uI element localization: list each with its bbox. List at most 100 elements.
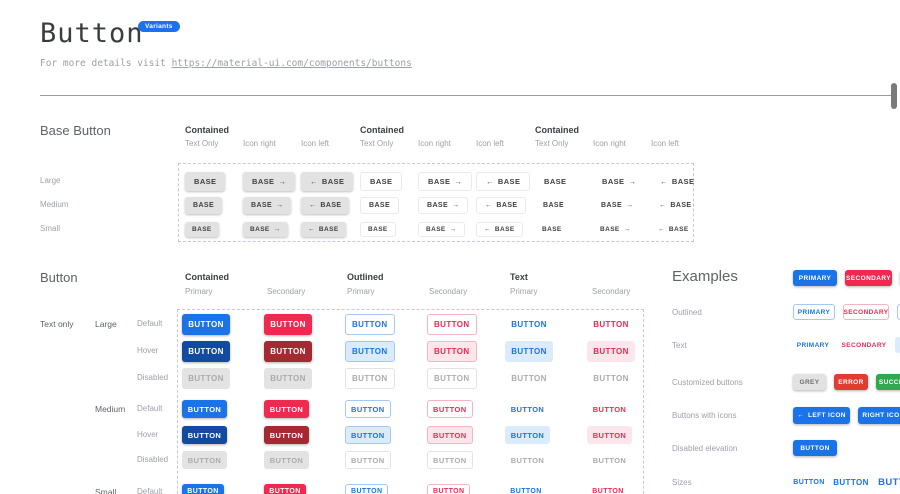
contained-primary-default-button[interactable]: BUTTON xyxy=(182,484,224,494)
base-outlined-button[interactable]: BASE → xyxy=(418,222,465,237)
contained-primary-hover-button[interactable]: BUTTON xyxy=(182,341,230,362)
outlined-primary-disabled-button[interactable]: BUTTON xyxy=(345,451,391,469)
contained-secondary-default-button[interactable]: BUTTON xyxy=(264,400,309,418)
button-label: BUTTON xyxy=(352,347,388,356)
contained-primary-hover-button[interactable]: BUTTON xyxy=(182,426,227,444)
contained-secondary-hover-button[interactable]: BUTTON xyxy=(264,426,309,444)
example-button-button[interactable]: BUTTON xyxy=(793,475,825,489)
outlined-secondary-hover-button[interactable]: BUTTON xyxy=(427,341,477,362)
base-contained-button[interactable]: ← BASE xyxy=(301,197,350,214)
button-label: BUTTON xyxy=(187,404,222,414)
example-success-button[interactable]: SUCCESS xyxy=(876,374,900,390)
contained-secondary-disabled-button[interactable]: BUTTON xyxy=(264,451,309,469)
text-secondary-hover-button[interactable]: BUTTON xyxy=(587,426,632,444)
example-primary-button[interactable]: PRIMARY xyxy=(793,270,837,286)
base-outlined-button[interactable]: ← BASE xyxy=(476,197,527,214)
column-sublabel: Icon left xyxy=(651,139,680,148)
button-label: BUTTON xyxy=(511,347,547,356)
contained-secondary-default-button[interactable]: BUTTON xyxy=(264,314,312,335)
example-button-button[interactable]: BUTTON xyxy=(793,440,837,456)
text-primary-default-button[interactable]: BUTTON xyxy=(505,314,553,335)
example-grey-button[interactable]: GREY xyxy=(793,374,826,390)
row-label-state: Disabled xyxy=(137,373,169,382)
outlined-primary-disabled-button[interactable]: BUTTON xyxy=(345,368,395,389)
outlined-secondary-default-button[interactable]: BUTTON xyxy=(427,314,477,335)
base-contained-button[interactable]: ← BASE xyxy=(301,172,354,191)
text-primary-disabled-button[interactable]: BUTTON xyxy=(505,368,553,389)
divider xyxy=(40,95,897,96)
base-contained-button[interactable]: BASE → xyxy=(243,197,292,214)
scrollbar-thumb[interactable] xyxy=(891,83,897,109)
example-clipped-button[interactable] xyxy=(897,304,900,320)
base-outlined-button[interactable]: ← BASE xyxy=(476,172,531,191)
example-primary-button[interactable]: PRIMARY xyxy=(895,337,900,353)
text-primary-default-button[interactable]: BUTTON xyxy=(505,400,550,418)
text-secondary-default-button[interactable]: BUTTON xyxy=(587,484,629,494)
text-secondary-default-button[interactable]: BUTTON xyxy=(587,314,635,335)
docs-link[interactable]: https://material-ui.com/components/butto… xyxy=(171,58,412,69)
button-label: BUTTON xyxy=(270,320,306,329)
outlined-primary-default-button[interactable]: BUTTON xyxy=(345,400,391,418)
column-sublabel: Text Only xyxy=(360,139,394,148)
base-text-button[interactable]: BASE xyxy=(535,197,572,214)
base-contained-button[interactable]: BASE xyxy=(185,197,223,214)
outlined-primary-default-button[interactable]: BUTTON xyxy=(345,484,389,494)
text-secondary-hover-button[interactable]: BUTTON xyxy=(587,341,635,362)
contained-secondary-hover-button[interactable]: BUTTON xyxy=(264,341,312,362)
example-secondary-button[interactable]: SECONDARY xyxy=(845,270,892,286)
outlined-secondary-hover-button[interactable]: BUTTON xyxy=(427,426,473,444)
column-sublabel: Text Only xyxy=(185,139,219,148)
example-secondary-button[interactable]: SECONDARY xyxy=(841,337,887,353)
base-text-button[interactable]: BASE → xyxy=(593,172,645,191)
examples-row: Disabled elevation BUTTON xyxy=(672,437,900,459)
example-button-button[interactable]: BUTTON xyxy=(877,472,900,492)
base-text-button[interactable]: ← BASE xyxy=(651,197,699,214)
outlined-primary-hover-button[interactable]: BUTTON xyxy=(345,341,395,362)
contained-primary-default-button[interactable]: BUTTON xyxy=(182,314,230,335)
text-secondary-default-button[interactable]: BUTTON xyxy=(587,400,632,418)
base-text-button[interactable]: BASE → xyxy=(593,197,641,214)
base-contained-button[interactable]: ← BASE xyxy=(301,222,346,237)
base-text-button[interactable]: BASE → xyxy=(593,222,638,237)
button-label: BUTTON xyxy=(433,430,467,440)
base-outlined-button[interactable]: BASE xyxy=(360,172,403,191)
outlined-primary-hover-button[interactable]: BUTTON xyxy=(345,426,391,444)
base-outlined-button[interactable]: BASE → xyxy=(418,197,469,214)
example-error-button[interactable]: ERROR xyxy=(834,374,868,390)
outlined-secondary-disabled-button[interactable]: BUTTON xyxy=(427,368,477,389)
text-primary-default-button[interactable]: BUTTON xyxy=(505,484,547,494)
base-text-button[interactable]: ← BASE xyxy=(651,172,703,191)
button-label: BUTTON xyxy=(793,478,825,486)
text-primary-hover-button[interactable]: BUTTON xyxy=(505,341,553,362)
text-secondary-disabled-button[interactable]: BUTTON xyxy=(587,451,632,469)
outlined-secondary-default-button[interactable]: BUTTON xyxy=(427,484,471,494)
outlined-secondary-disabled-button[interactable]: BUTTON xyxy=(427,451,473,469)
example-button-button[interactable]: BUTTON xyxy=(833,474,869,490)
base-outlined-button[interactable]: BASE → xyxy=(418,172,473,191)
example-primary-button[interactable]: PRIMARY xyxy=(793,304,835,320)
base-contained-button[interactable]: BASE → xyxy=(243,222,288,237)
base-text-button[interactable]: BASE xyxy=(535,222,569,237)
example-primary-button[interactable]: PRIMARY xyxy=(793,337,833,353)
text-primary-disabled-button[interactable]: BUTTON xyxy=(505,451,550,469)
contained-secondary-disabled-button[interactable]: BUTTON xyxy=(264,368,312,389)
outlined-primary-default-button[interactable]: BUTTON xyxy=(345,314,395,335)
example-secondary-button[interactable]: SECONDARY xyxy=(843,304,889,320)
text-primary-hover-button[interactable]: BUTTON xyxy=(505,426,550,444)
contained-secondary-default-button[interactable]: BUTTON xyxy=(264,484,306,494)
contained-primary-default-button[interactable]: BUTTON xyxy=(182,400,227,418)
base-contained-button[interactable]: BASE xyxy=(185,222,219,237)
base-outlined-button[interactable]: BASE xyxy=(360,222,396,237)
contained-primary-disabled-button[interactable]: BUTTON xyxy=(182,451,227,469)
outlined-secondary-default-button[interactable]: BUTTON xyxy=(427,400,473,418)
base-text-button[interactable]: ← BASE xyxy=(651,222,696,237)
base-text-button[interactable]: BASE xyxy=(535,172,575,191)
example-left-icon-button[interactable]: ← LEFT ICON xyxy=(793,406,850,424)
example-right-icon-button[interactable]: RIGHT ICON→ xyxy=(858,406,900,424)
base-outlined-button[interactable]: ← BASE xyxy=(476,222,523,237)
text-secondary-disabled-button[interactable]: BUTTON xyxy=(587,368,635,389)
base-contained-button[interactable]: BASE → xyxy=(243,172,296,191)
base-contained-button[interactable]: BASE xyxy=(185,172,226,191)
contained-primary-disabled-button[interactable]: BUTTON xyxy=(182,368,230,389)
base-outlined-button[interactable]: BASE xyxy=(360,197,400,214)
